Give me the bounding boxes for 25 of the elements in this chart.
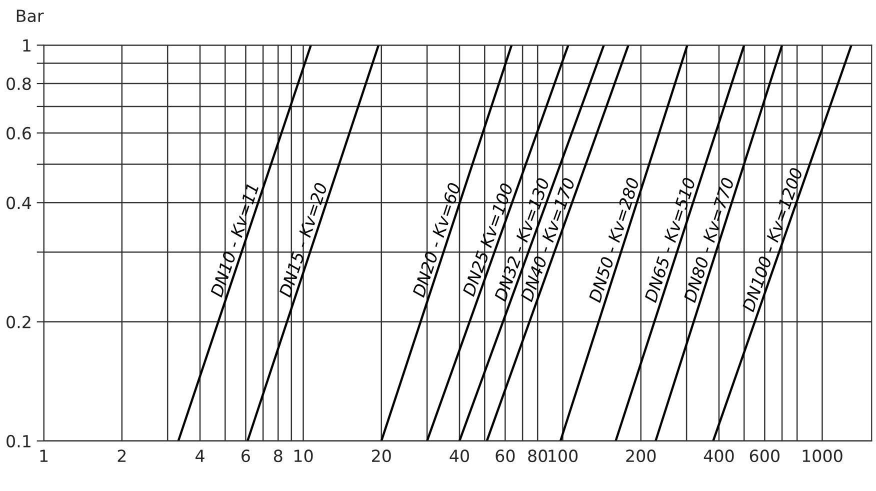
y-tick-label: 1 (23, 39, 30, 52)
y-tick-label: 0.6 (6, 126, 31, 140)
x-tick-label: 600 (750, 450, 780, 462)
x-tick-label: 40 (450, 450, 469, 462)
x-tick-label: 8 (274, 450, 282, 462)
x-tick-label: 100 (548, 450, 578, 462)
x-tick-label: 1000 (802, 450, 842, 462)
y-tick-label: 0.4 (6, 196, 32, 210)
x-tick-label: 10 (294, 450, 313, 462)
x-tick-label: 1 (40, 450, 48, 462)
x-tick-label: 400 (704, 450, 734, 462)
x-tick-label: 60 (496, 450, 515, 462)
text: DN15 - Kv=20 (278, 182, 328, 298)
x-tick-label: 6 (242, 450, 250, 462)
y-axis-title: Bar (16, 10, 44, 22)
y-tick-label: 0.1 (6, 434, 30, 448)
x-tick-label: 4 (196, 450, 204, 462)
text: DN20 - Kv=60 (412, 182, 461, 298)
x-tick-label: 80 (528, 450, 548, 462)
x-tick-label: 20 (372, 450, 391, 462)
x-tick-label: 200 (626, 450, 656, 462)
x-tick-label: 2 (118, 450, 126, 462)
text: DN10 - Kv=11 (210, 184, 259, 298)
y-tick-label: 0.8 (6, 77, 31, 90)
y-tick-label: 0.2 (6, 316, 30, 328)
